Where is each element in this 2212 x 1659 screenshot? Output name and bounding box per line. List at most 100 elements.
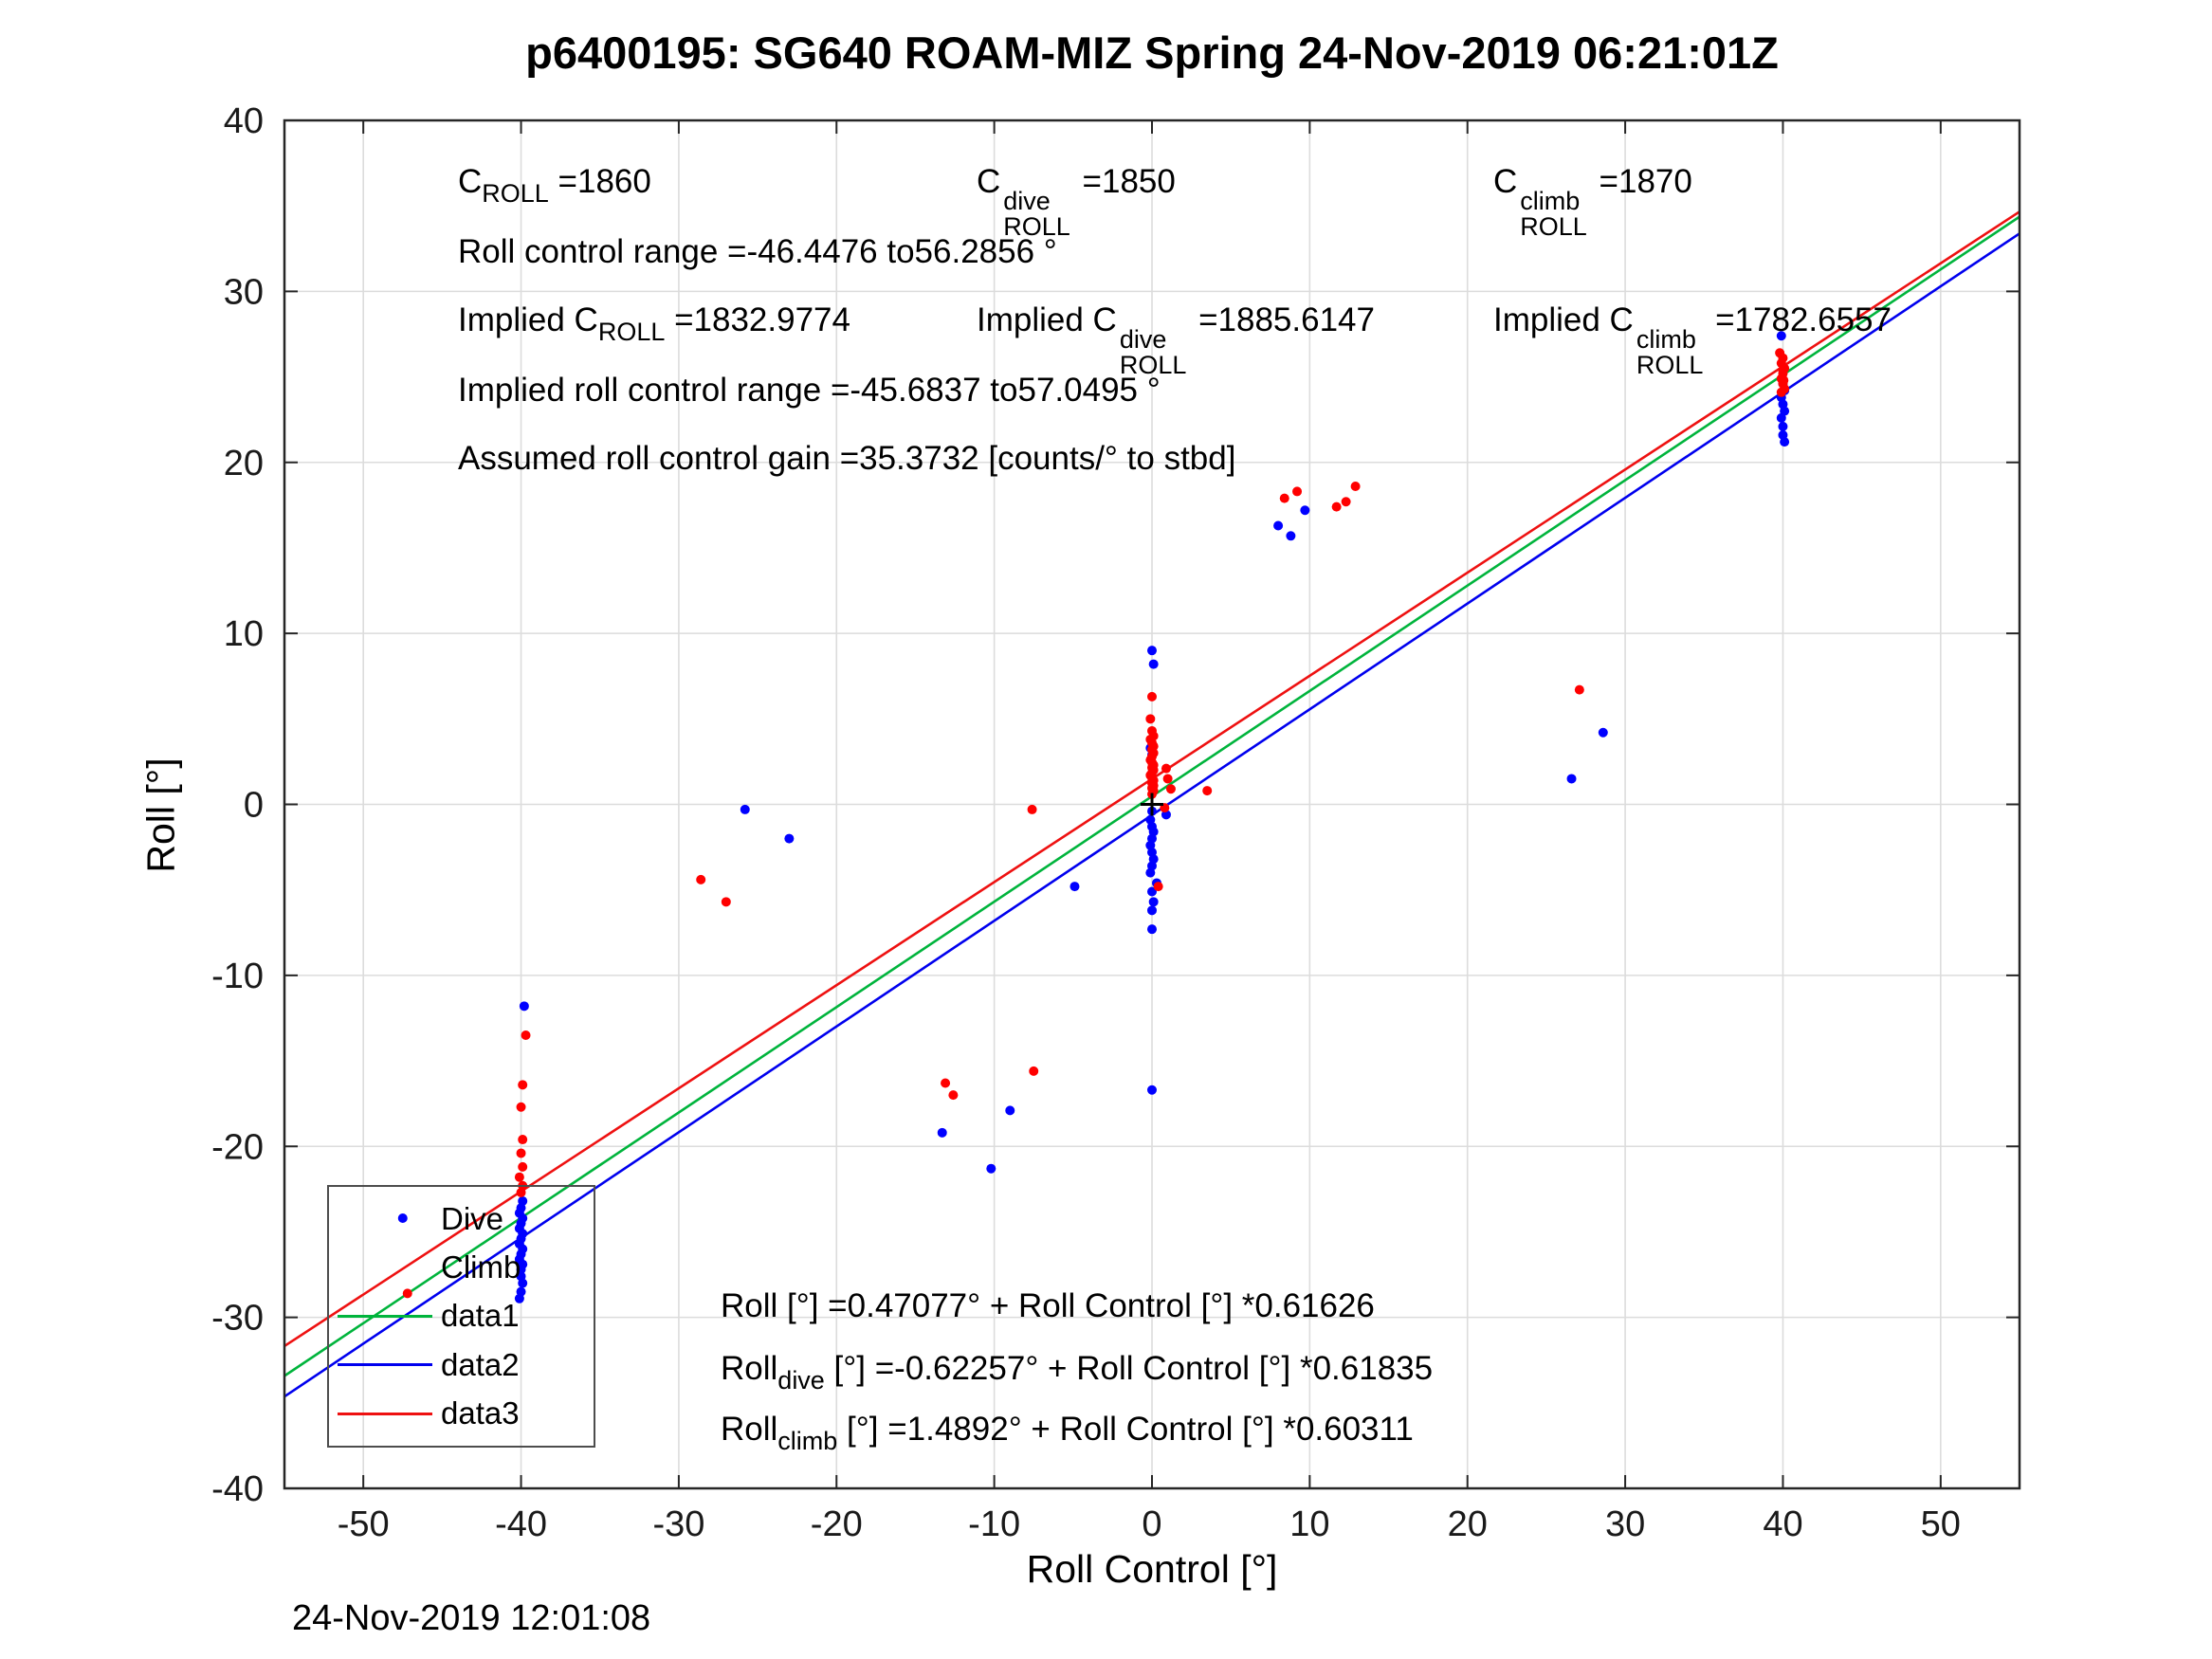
- origin-plus-marker: [1141, 793, 1163, 816]
- scatter-point: [1147, 646, 1157, 656]
- scatter-point: [1027, 804, 1037, 814]
- scatter-climb: [402, 348, 1790, 1299]
- legend-line-sample-data2: [329, 1363, 441, 1367]
- scatter-point: [1147, 924, 1157, 935]
- scatter-point: [1273, 520, 1284, 531]
- scatter-point: [516, 1265, 526, 1275]
- scatter-point: [1776, 387, 1786, 397]
- scatter-point: [696, 874, 706, 884]
- scatter-point: [1778, 365, 1788, 375]
- annotation-implied-c-roll: Implied CROLL =1832.9774: [458, 301, 850, 346]
- scatter-point: [518, 1135, 528, 1145]
- equation-climb: Rollclimb [°] =1.4892° + Roll Control [°…: [721, 1411, 1414, 1455]
- scatter-point: [1029, 1066, 1039, 1076]
- scatter-point: [1286, 531, 1296, 541]
- annotation-c-roll: CROLL =1860: [458, 163, 651, 208]
- scatter-point: [1778, 421, 1788, 431]
- footer-timestamp: 24-Nov-2019 12:01:08: [292, 1598, 651, 1638]
- scatter-point: [1162, 774, 1173, 784]
- scatter-point: [514, 1293, 524, 1304]
- supsub: dive ROLL: [1119, 325, 1187, 379]
- annotation-gain: Assumed roll control gain =35.3732 [coun…: [458, 440, 1236, 477]
- x-tick-label: -10: [968, 1504, 1020, 1544]
- legend-label-data3: data3: [441, 1395, 520, 1431]
- legend-item-data1: data1: [329, 1293, 594, 1339]
- scatter-point: [1147, 1085, 1157, 1095]
- x-tick-label: 10: [1289, 1504, 1329, 1544]
- scatter-point: [784, 833, 795, 844]
- scatter-point: [1005, 1105, 1015, 1116]
- scatter-point: [519, 1001, 529, 1012]
- y-tick-label: -10: [211, 957, 264, 996]
- scatter-point: [521, 1030, 531, 1041]
- x-tick-label: 30: [1605, 1504, 1645, 1544]
- scatter-point: [518, 1080, 528, 1090]
- scatter-point: [941, 1078, 951, 1088]
- legend-item-data2: data2: [329, 1342, 594, 1388]
- y-tick-label: 40: [224, 101, 264, 141]
- scatter-point: [1574, 684, 1584, 695]
- scatter-point: [1148, 659, 1159, 669]
- scatter-point: [1145, 714, 1156, 724]
- annotation-implied-range: Implied roll control range =-45.6837 to5…: [458, 372, 1161, 409]
- scatter-point: [1350, 482, 1361, 492]
- scatter-point: [1780, 437, 1790, 447]
- scatter-point: [1598, 727, 1608, 738]
- legend-item-data3: data3: [329, 1391, 594, 1436]
- x-axis-label: Roll Control [°]: [1026, 1547, 1278, 1591]
- scatter-point: [1331, 501, 1342, 512]
- scatter-point: [721, 897, 731, 907]
- scatter-point: [986, 1163, 996, 1174]
- scatter-point: [1147, 886, 1157, 897]
- axes-box: [283, 118, 2021, 1490]
- y-tick-label: -30: [211, 1299, 264, 1339]
- scatter-point: [1292, 486, 1303, 497]
- scatter-point: [514, 1172, 524, 1182]
- x-tick-label: -50: [338, 1504, 390, 1544]
- scatter-point: [1161, 763, 1171, 774]
- scatter-point: [518, 1161, 528, 1172]
- scatter-point: [1165, 784, 1176, 794]
- legend-item-climb: Climb: [329, 1245, 594, 1290]
- scatter-point: [1153, 882, 1163, 892]
- equation-dive: Rolldive [°] =-0.62257° + Roll Control […: [721, 1350, 1434, 1395]
- supsub: dive ROLL: [1003, 187, 1070, 241]
- legend-item-dive: Dive: [329, 1196, 594, 1242]
- scatter-dive: [397, 331, 1790, 1304]
- x-tick-labels: -50 -40 -30 -20 -10 0 10 20 30 40 50: [338, 1504, 1961, 1544]
- legend: Dive Climb data1 data2 data3: [327, 1185, 595, 1448]
- supsub: climb ROLL: [1636, 325, 1704, 379]
- scatter-point: [518, 1278, 528, 1288]
- chart-title: p6400195: SG640 ROAM-MIZ Spring 24-Nov-2…: [525, 27, 1779, 78]
- scatter-point: [516, 1102, 526, 1112]
- x-tick-label: 20: [1448, 1504, 1488, 1544]
- supsub: climb ROLL: [1520, 187, 1587, 241]
- legend-label-dive: Dive: [441, 1200, 504, 1236]
- scatter-point: [1566, 774, 1577, 784]
- scatter-point: [1069, 882, 1080, 892]
- x-tick-label: -30: [652, 1504, 704, 1544]
- scatter-point: [1147, 691, 1157, 702]
- equation-all: Roll [°] =0.47077° + Roll Control [°] *0…: [721, 1287, 1375, 1324]
- y-axis-label: Roll [°]: [138, 757, 183, 873]
- scatter-point: [516, 1187, 526, 1197]
- scatter-point: [1148, 897, 1159, 907]
- scatter-point: [402, 1288, 412, 1299]
- legend-label-data1: data1: [441, 1298, 520, 1334]
- y-tick-label: 0: [244, 786, 264, 826]
- scatter-point: [948, 1090, 959, 1101]
- y-tick-label: 30: [224, 272, 264, 312]
- annotation-roll-range: Roll control range =-46.4476 to56.2856 °: [458, 233, 1057, 270]
- y-tick-label: 20: [224, 444, 264, 483]
- x-tick-label: 50: [1921, 1504, 1961, 1544]
- legend-line-sample-data1: [329, 1314, 441, 1318]
- scatter-point: [516, 1148, 526, 1158]
- legend-label-data2: data2: [441, 1346, 520, 1382]
- y-tick-label: -20: [211, 1127, 264, 1167]
